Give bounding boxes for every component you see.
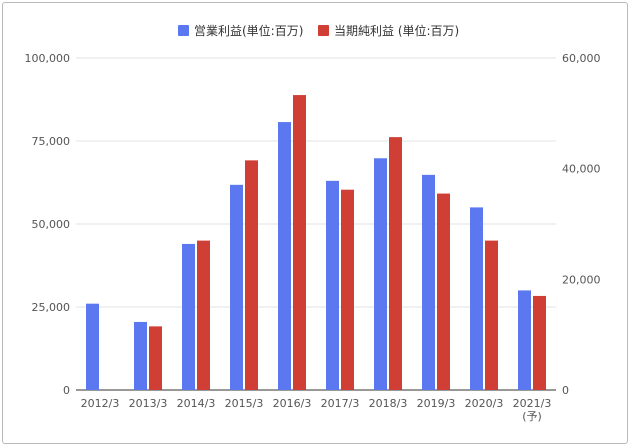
bar-net-profit-2017-3: [341, 189, 354, 390]
x-tick-label: 2021/3: [513, 397, 552, 410]
left-tick-label: 25,000: [32, 301, 71, 314]
bar-operating-profit-2018-3: [374, 158, 387, 390]
left-tick-label: 100,000: [25, 52, 71, 65]
bar-net-profit-2019-3: [437, 193, 450, 390]
x-tick-label: 2014/3: [177, 397, 216, 410]
legend-label: 当期純利益 (単位:百万): [334, 23, 459, 38]
left-tick-label: 50,000: [32, 218, 71, 231]
x-tick-label: 2015/3: [225, 397, 264, 410]
bar-net-profit-2013-3: [149, 326, 162, 390]
x-tick-label: 2020/3: [465, 397, 504, 410]
x-tick-label: 2019/3: [417, 397, 456, 410]
x-tick-label: 2012/3: [81, 397, 120, 410]
bar-operating-profit-2015-3: [230, 184, 243, 390]
bar-operating-profit-2020-3: [470, 207, 483, 390]
legend-swatch: [178, 25, 189, 36]
bars: [86, 95, 546, 391]
x-tick-label: 2018/3: [369, 397, 408, 410]
bar-net-profit-2016-3: [293, 95, 306, 390]
x-tick-label: 2017/3: [321, 397, 360, 410]
bar-operating-profit-2021-3: [518, 290, 531, 390]
legend-swatch: [318, 25, 329, 36]
bar-net-profit-2020-3: [485, 240, 498, 390]
x-tick-label: 2016/3: [273, 397, 312, 410]
gridlines: [76, 57, 556, 391]
bar-net-profit-2021-3: [533, 295, 546, 390]
bar-operating-profit-2014-3: [182, 243, 195, 390]
left-tick-label: 0: [63, 384, 70, 397]
left-axis-ticks: 0 25,000 50,000 75,000 100,000: [25, 52, 71, 397]
bar-net-profit-2018-3: [389, 137, 402, 390]
bar-operating-profit-2013-3: [134, 321, 147, 390]
x-axis-ticks: 2012/3 2013/3 2014/3 2015/3 2016/3 2017/3 2018…: [81, 397, 552, 423]
right-tick-label: 20,000: [562, 273, 601, 286]
bar-operating-profit-2019-3: [422, 174, 435, 390]
bar-operating-profit-2012-3: [86, 303, 99, 390]
x-tick-sublabel: (予): [522, 410, 542, 423]
bar-net-profit-2015-3: [245, 160, 258, 390]
left-tick-label: 75,000: [32, 135, 71, 148]
right-axis-ticks: 0 20,000 40,000 60,000: [562, 52, 601, 397]
right-tick-label: 0: [562, 384, 569, 397]
x-tick-label: 2013/3: [129, 397, 168, 410]
bar-operating-profit-2016-3: [278, 122, 291, 391]
bar-operating-profit-2017-3: [326, 180, 339, 390]
right-tick-label: 60,000: [562, 52, 601, 65]
legend-label: 営業利益(単位:百万): [194, 23, 303, 38]
legend: 営業利益(単位:百万) 当期純利益 (単位:百万): [178, 23, 459, 38]
right-tick-label: 40,000: [562, 163, 601, 176]
bar-net-profit-2014-3: [197, 240, 210, 390]
